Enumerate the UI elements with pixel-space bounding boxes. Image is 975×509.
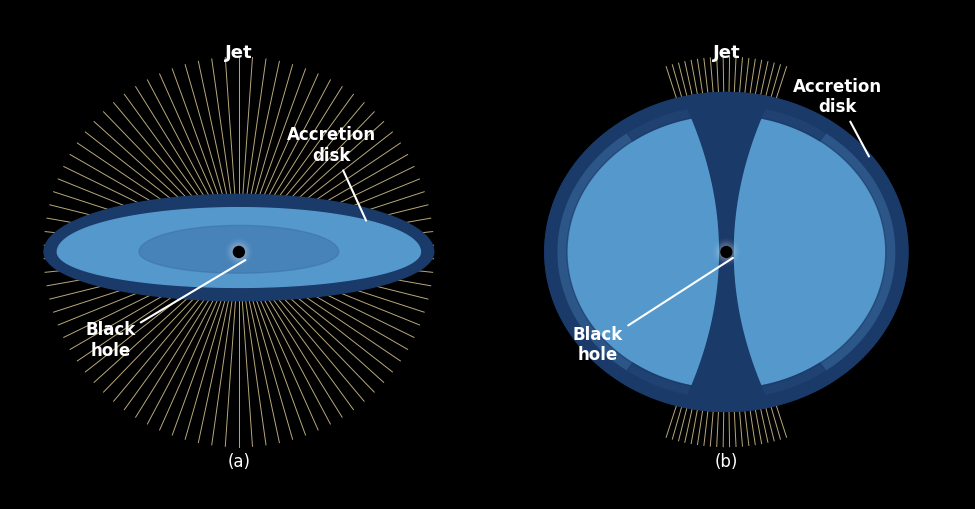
Polygon shape [620, 93, 908, 411]
Text: (a): (a) [227, 454, 251, 471]
Circle shape [232, 245, 246, 259]
Text: Jet: Jet [713, 44, 740, 62]
Circle shape [234, 247, 244, 257]
Polygon shape [686, 106, 766, 398]
Circle shape [237, 250, 241, 253]
Circle shape [230, 244, 248, 260]
Text: Black
hole: Black hole [573, 258, 733, 364]
Circle shape [724, 250, 728, 253]
Circle shape [718, 244, 735, 260]
Text: Jet: Jet [225, 44, 253, 62]
Polygon shape [545, 93, 833, 411]
Circle shape [723, 248, 729, 256]
Text: Accretion
disk: Accretion disk [288, 126, 376, 220]
Circle shape [236, 248, 242, 256]
Circle shape [233, 246, 245, 258]
Polygon shape [139, 225, 338, 273]
Text: Black
hole: Black hole [86, 260, 246, 360]
Circle shape [722, 247, 731, 257]
Circle shape [234, 247, 244, 257]
Circle shape [721, 246, 732, 258]
Circle shape [720, 245, 733, 259]
Text: Accretion
disk: Accretion disk [793, 77, 881, 156]
Polygon shape [558, 106, 895, 398]
Polygon shape [58, 208, 420, 288]
Circle shape [722, 247, 731, 257]
Text: (b): (b) [715, 454, 738, 471]
Polygon shape [44, 194, 434, 301]
Circle shape [717, 242, 736, 262]
Circle shape [229, 242, 249, 262]
Polygon shape [545, 93, 908, 411]
